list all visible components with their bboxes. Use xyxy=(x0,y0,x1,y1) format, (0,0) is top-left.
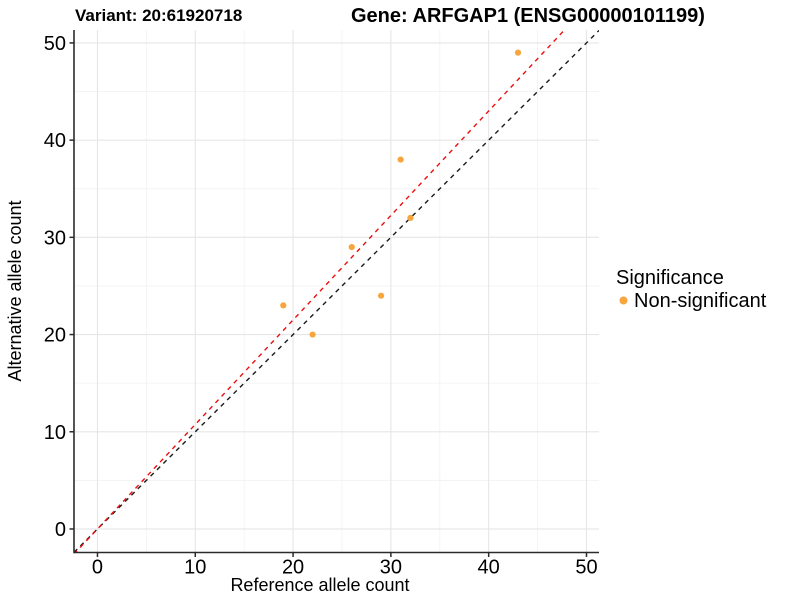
legend-title: Significance xyxy=(616,267,724,289)
x-tick-label: 50 xyxy=(575,557,597,579)
x-tick-label: 10 xyxy=(184,557,206,579)
y-tick-label: 20 xyxy=(44,325,66,347)
plot-panel: 0 10 20 30 40 50 0 10 20 30 40 50 xyxy=(44,30,599,579)
legend: Significance Non-significant xyxy=(616,267,767,312)
y-tick-label: 0 xyxy=(55,519,66,541)
identity-line xyxy=(74,30,599,553)
data-point xyxy=(397,156,404,163)
x-tick-label: 30 xyxy=(380,557,402,579)
x-tick-label: 0 xyxy=(92,557,103,579)
data-point xyxy=(280,302,287,309)
y-tick-label: 50 xyxy=(44,33,66,55)
legend-item-label: Non-significant xyxy=(634,290,767,312)
data-point xyxy=(309,331,316,338)
x-tick-label: 20 xyxy=(282,557,304,579)
data-point xyxy=(514,49,522,56)
y-tick-label: 40 xyxy=(44,130,66,152)
data-point xyxy=(377,292,385,299)
fit-line xyxy=(74,30,566,553)
y-tick-label: 10 xyxy=(44,422,66,444)
variant-title: Variant: 20:61920718 xyxy=(75,6,242,25)
data-point xyxy=(407,214,414,222)
x-axis-title: Reference allele count xyxy=(230,575,409,595)
x-tick-label: 40 xyxy=(478,557,500,579)
gene-title: Gene: ARFGAP1 (ENSG00000101199) xyxy=(351,5,705,27)
data-point xyxy=(348,243,355,251)
y-tick-label: 30 xyxy=(44,227,66,249)
y-axis-title: Alternative allele count xyxy=(5,200,25,381)
legend-dot-icon xyxy=(619,296,628,305)
